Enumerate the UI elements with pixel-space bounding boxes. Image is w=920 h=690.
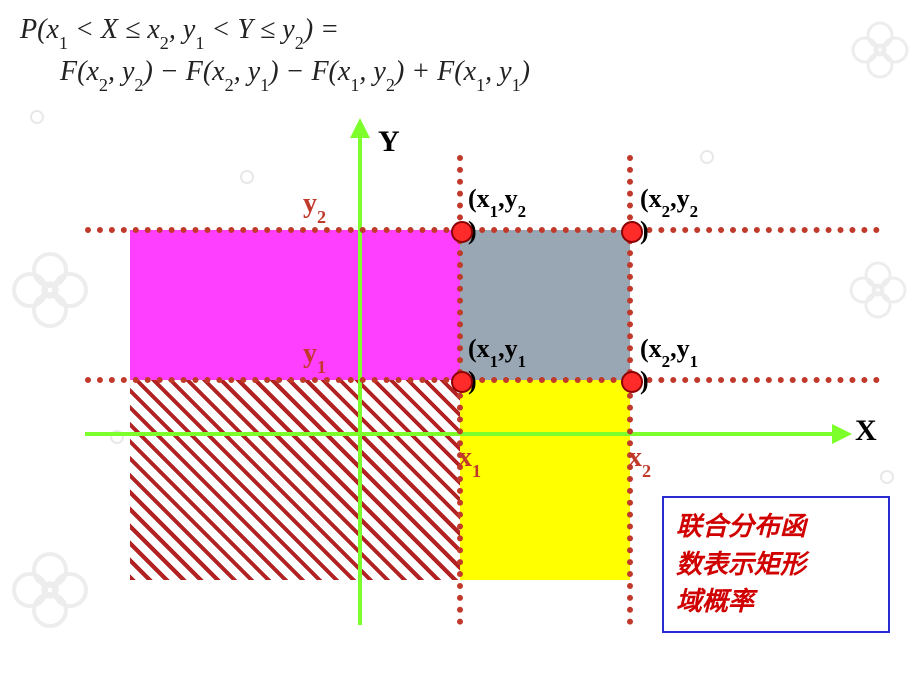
x-axis-arrow-icon: [832, 424, 852, 444]
point-x1y1: [451, 371, 473, 393]
region-yellow: [460, 380, 630, 580]
caption-box: 联合分布函 数表示矩形 域概率: [662, 496, 890, 633]
y-axis-arrow-icon: [350, 118, 370, 138]
caption-line-3: 域概率: [676, 583, 876, 621]
tick-x2: x2: [628, 442, 651, 478]
caption-line-2: 数表示矩形: [676, 546, 876, 584]
formula-line-1: P(x1 < X ≤ x2, y1 < Y ≤ y2) =: [20, 10, 530, 52]
probability-formula: P(x1 < X ≤ x2, y1 < Y ≤ y2) = F(x2, y2) …: [20, 10, 530, 94]
point-x1y2: [451, 221, 473, 243]
x-axis-label: X: [855, 414, 877, 448]
caption-line-1: 联合分布函: [676, 508, 876, 546]
tick-y2: y2: [303, 188, 326, 224]
coordinate-diagram: X Y y2 y1 x1 x2 (x1,y2) (x2,y2) (x1,y1) …: [0, 0, 920, 690]
point-label-x1y2: (x1,y2): [468, 185, 526, 244]
point-x2y1: [621, 371, 643, 393]
region-hatch: [130, 380, 460, 580]
formula-line-2: F(x2, y2) − F(x2, y1) − F(x1, y2) + F(x1…: [60, 52, 530, 94]
point-label-x2y1: (x2,y1): [640, 335, 698, 394]
tick-x1: x1: [458, 442, 481, 478]
y-axis-label: Y: [378, 125, 400, 159]
point-label-x1y1: (x1,y1): [468, 335, 526, 394]
tick-y1: y1: [303, 338, 326, 374]
point-label-x2y2: (x2,y2): [640, 185, 698, 244]
point-x2y2: [621, 221, 643, 243]
region-magenta: [130, 230, 460, 380]
